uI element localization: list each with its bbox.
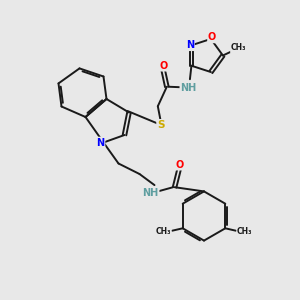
Text: O: O — [159, 61, 167, 71]
Text: NH: NH — [142, 188, 159, 198]
Text: NH: NH — [180, 83, 196, 93]
Text: N: N — [186, 40, 194, 50]
Text: O: O — [176, 160, 184, 170]
Text: N: N — [96, 137, 105, 148]
Text: CH₃: CH₃ — [155, 227, 171, 236]
Text: S: S — [157, 120, 165, 130]
Text: CH₃: CH₃ — [237, 227, 253, 236]
Text: CH₃: CH₃ — [231, 44, 246, 52]
Text: O: O — [208, 32, 216, 43]
